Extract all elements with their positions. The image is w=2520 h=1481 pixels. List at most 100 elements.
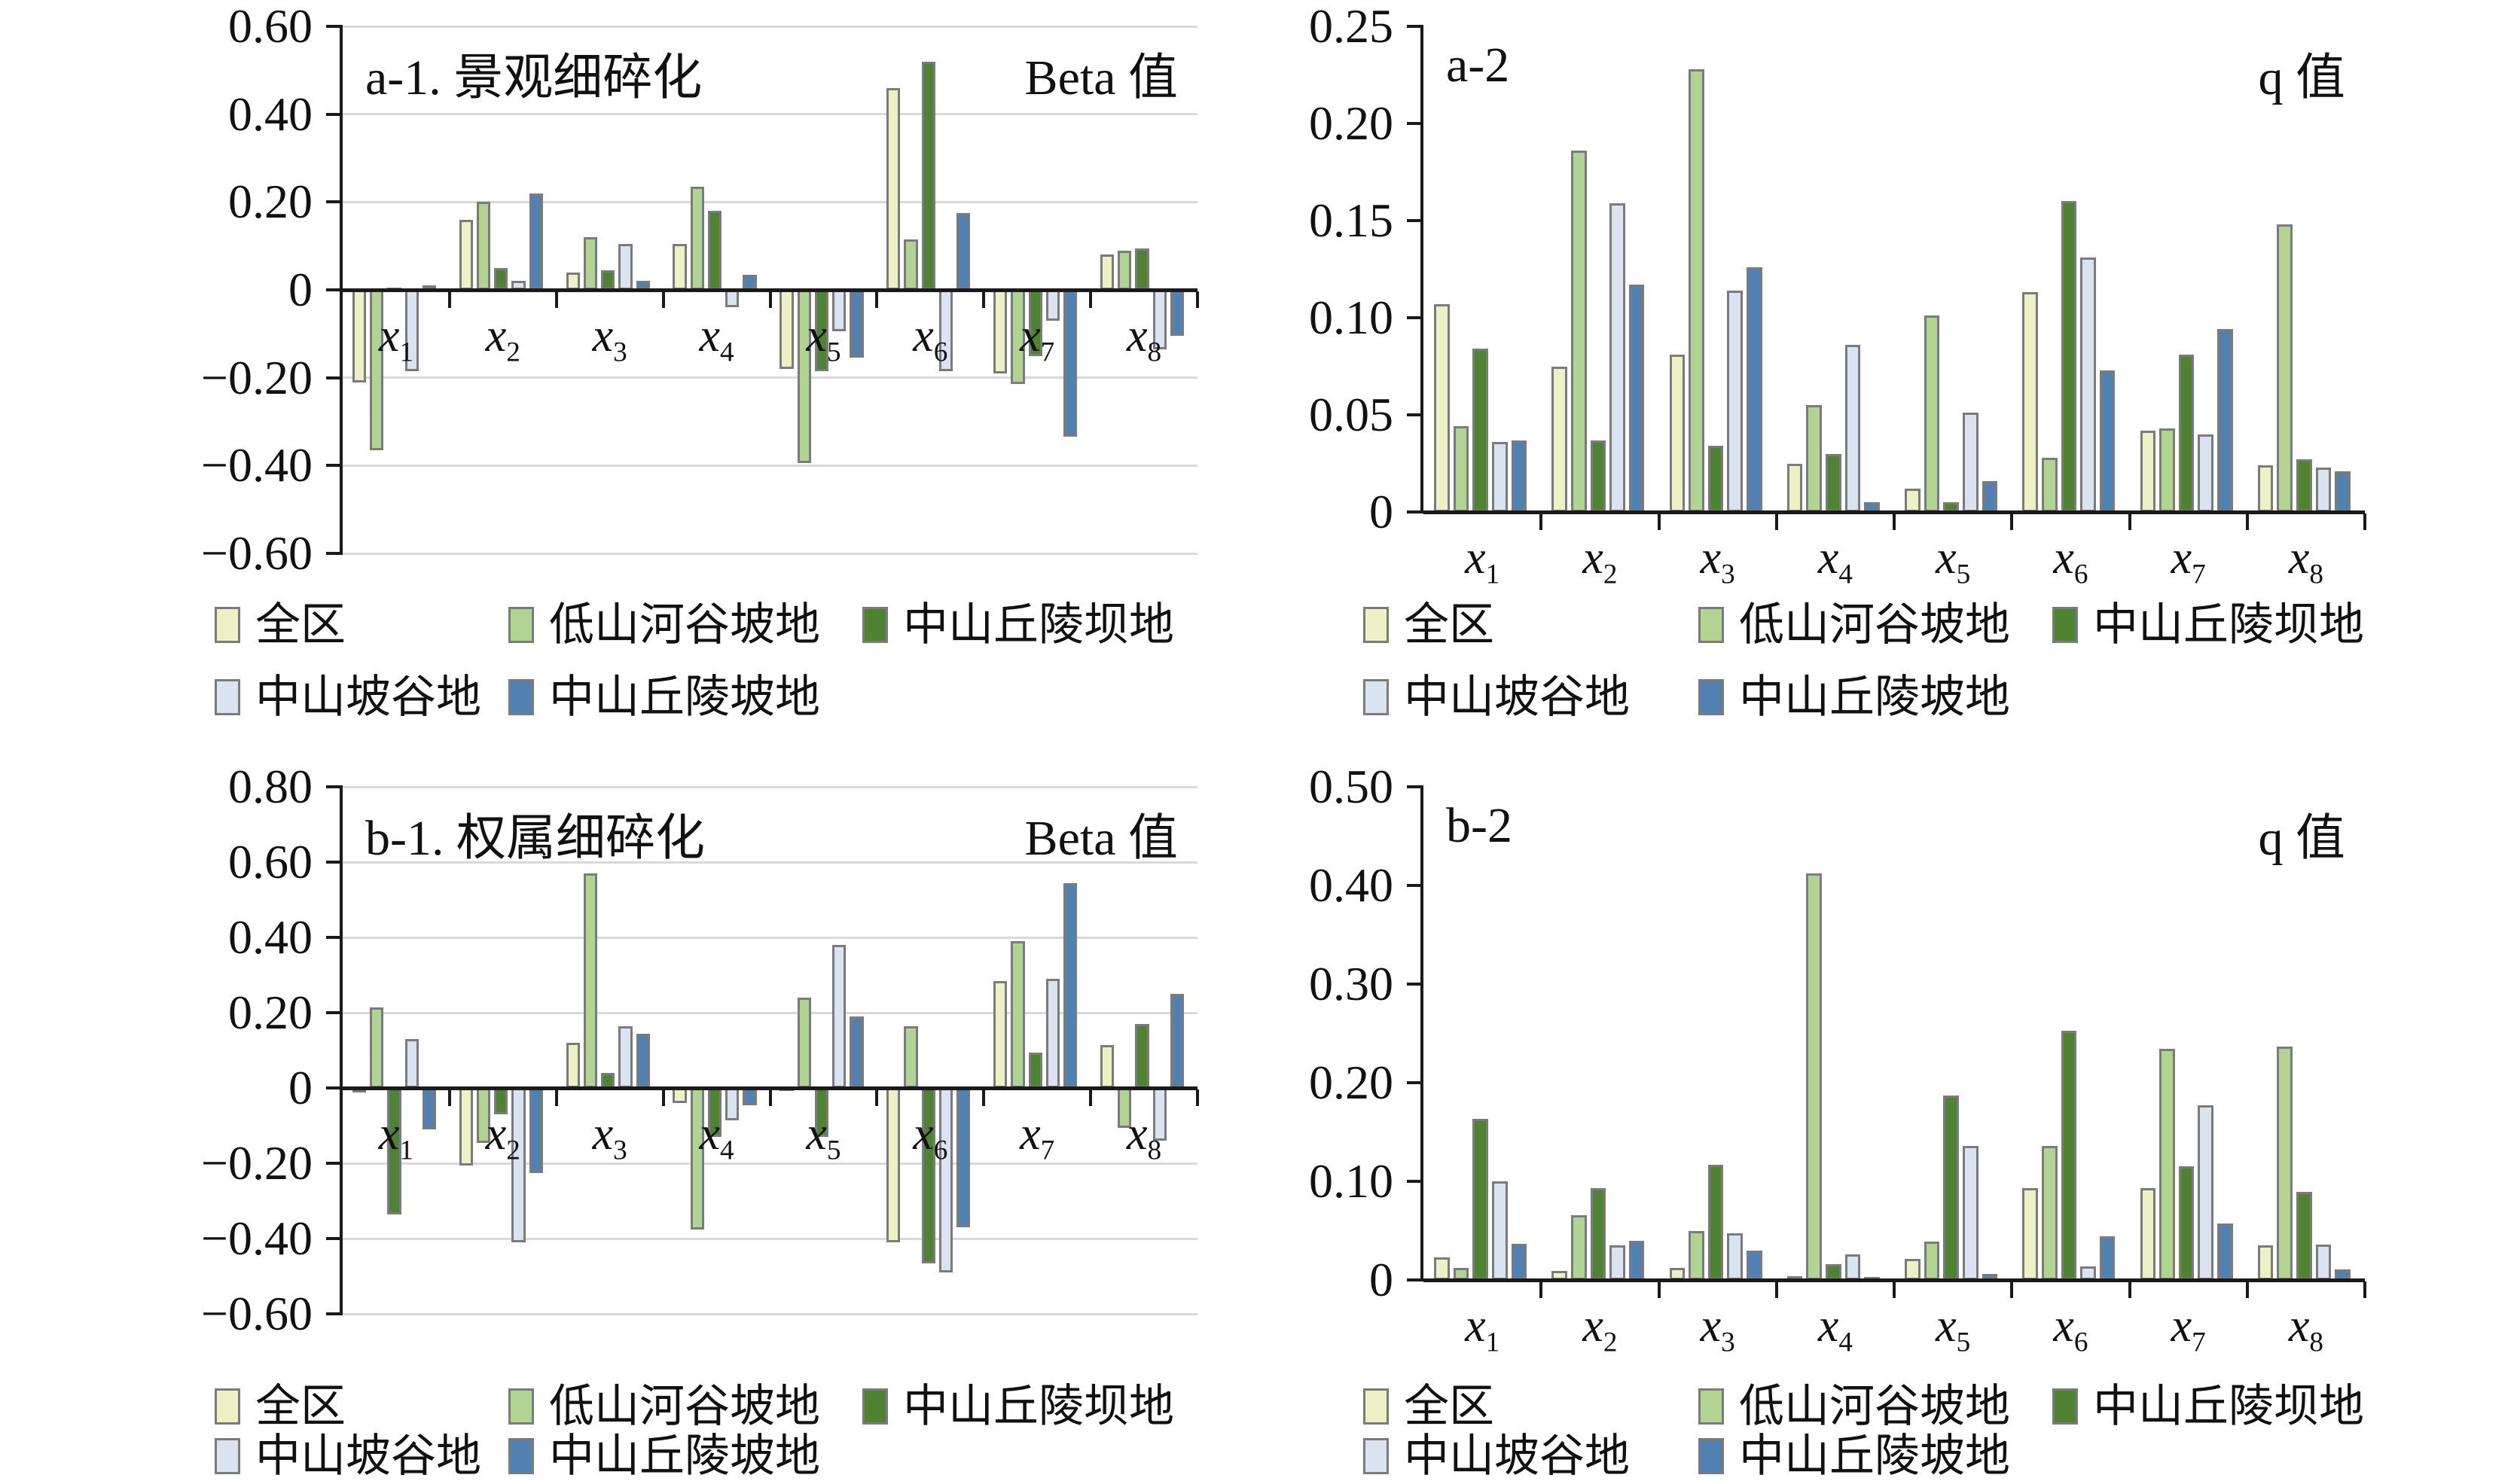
y-tick-label: −0.40 (200, 1211, 313, 1265)
bar-a2-s4-x5 (1982, 480, 1998, 512)
y-axis-tick (1407, 983, 1423, 986)
legend-item-quanqu: 全区 (215, 1381, 508, 1431)
y-tick-label: 0.10 (1309, 291, 1393, 344)
x-category-label: x8 (1127, 1108, 1162, 1166)
chart-a2-title: a-2 (1446, 38, 1510, 93)
y-axis-tick (1407, 1081, 1423, 1084)
chart-a1-plot: a-1. 景观细碎化 Beta 值 0.60 0.40 0.20 0 −0.20 −0.4… (201, 2, 1199, 577)
bar-a1-s0-x2 (459, 219, 473, 290)
bar-a2-s1-x2 (1570, 151, 1587, 512)
bar-a2-s3-x3 (1727, 290, 1744, 512)
x-axis-tick (2245, 1281, 2249, 1298)
legend-row: 中山坡谷地 中山丘陵坡地 (1363, 1431, 2372, 1481)
x-axis-tick (2363, 513, 2366, 530)
x-axis-tick (661, 1089, 665, 1106)
y-axis-tick (1407, 413, 1423, 416)
bar-a1-s1-x2 (476, 202, 491, 290)
bar-b2-s4-x6 (2099, 1236, 2116, 1280)
bar-a2-s3-x4 (1844, 345, 1861, 512)
bar-a1-s2-x6 (921, 61, 935, 290)
legend-label: 中山丘陵坝地 (2093, 1381, 2364, 1431)
legend-label: 全区 (255, 1381, 346, 1431)
x-category-label: x4 (699, 310, 734, 368)
chart-b2-title: b-2 (1446, 798, 1512, 853)
y-tick-label: 0.40 (1309, 858, 1393, 912)
x-category-label: x5 (806, 310, 841, 368)
bar-a2-s3-x8 (2315, 467, 2332, 512)
x-axis-tick (2128, 513, 2131, 530)
legend-row: 全区 低山河谷坡地 中山丘陵坝地 (215, 1382, 1209, 1431)
x-axis-tick (875, 1089, 879, 1106)
bar-b2-s3-x8 (2315, 1244, 2332, 1280)
bar-b2-s3-x1 (1491, 1181, 1508, 1280)
chart-b1-plot: b-1. 权属细碎化 Beta 值 0.80 0.60 0.40 0.20 0 −0.20… (201, 763, 1199, 1338)
bar-b1-s1-x5 (797, 998, 811, 1088)
bar-b2-s1-x3 (1689, 1230, 1704, 1280)
bar-a2-s1-x4 (1806, 405, 1823, 512)
y-axis-tick (326, 1312, 343, 1315)
legend-item-zhongshanqiulingpodi: 中山丘陵坡地 (508, 1432, 862, 1480)
y-tick-label: 0 (288, 263, 313, 316)
x-axis-tick (1774, 513, 1778, 530)
gridline (343, 1312, 1197, 1315)
bar-b2-s4-x3 (1747, 1250, 1762, 1280)
x-category-label: x3 (592, 310, 627, 368)
bar-b2-s3-x7 (2198, 1105, 2214, 1280)
y-axis-tick (326, 861, 343, 864)
bar-b2-s0-x5 (1905, 1259, 1921, 1280)
gridline (343, 200, 1197, 203)
x-axis-tick (768, 1089, 772, 1106)
legend-item-dishanhegupodi: 低山河谷坡地 (508, 601, 862, 649)
y-axis-tick (326, 936, 343, 939)
y-tick-label: −0.20 (200, 350, 313, 404)
bar-a2-s0-x5 (1905, 489, 1921, 512)
bar-b2-s3-x4 (1844, 1254, 1861, 1280)
x-category-label: x8 (2288, 1300, 2323, 1358)
bar-b1-s3-x3 (618, 1025, 633, 1088)
y-axis-line (1420, 785, 1423, 1281)
x-axis-tick (1774, 1281, 1778, 1298)
bar-a1-s0-x4 (673, 243, 687, 290)
bar-b2-s2-x5 (1943, 1096, 1959, 1280)
bar-a2-s2-x8 (2296, 459, 2312, 512)
legend-row: 全区 低山河谷坡地 中山丘陵坝地 (1363, 589, 2372, 661)
y-axis-tick (326, 1011, 343, 1014)
bar-b1-s0-x3 (566, 1043, 580, 1088)
y-axis-tick (1407, 1180, 1423, 1183)
y-tick-label: 0.20 (1309, 1056, 1393, 1109)
y-axis-tick (1407, 510, 1423, 513)
bar-b2-s0-x1 (1434, 1257, 1450, 1280)
y-tick-label: −0.20 (200, 1136, 313, 1190)
legend-label: 低山河谷坡地 (549, 1381, 820, 1431)
chart-b1-title: b-1. 权属细碎化 (365, 811, 705, 866)
legend-item-zhongshanqiulingpodi: 中山丘陵坡地 (1698, 673, 2052, 721)
y-axis-tick (1407, 884, 1423, 887)
x-category-label: x1 (378, 310, 413, 368)
bar-a2-s3-x2 (1609, 203, 1625, 512)
bar-a1-s3-x3 (618, 243, 633, 290)
x-axis-tick (1089, 291, 1093, 308)
bar-b1-s0-x4 (673, 1088, 687, 1103)
chart-b2-plot: b-2 q 值 0.50 0.40 0.30 0.20 0.10 0 x1 x2 x3 x4 x5 x… (1309, 763, 2366, 1356)
bar-b2-s4-x2 (1628, 1240, 1645, 1280)
chart-a1-unit-label: Beta 值 (1024, 50, 1178, 105)
legend-label: 低山河谷坡地 (1739, 1381, 2010, 1431)
y-tick-label: 0 (288, 1061, 313, 1114)
x-axis-tick (554, 291, 558, 308)
bar-a2-s1-x8 (2277, 224, 2293, 512)
legend-item-quanqu: 全区 (1363, 1382, 1698, 1431)
y-axis-tick (326, 25, 343, 28)
chart-a1-title: a-1. 景观细碎化 (365, 50, 703, 105)
y-axis-tick (326, 376, 343, 379)
bar-a2-s0-x7 (2140, 430, 2156, 512)
legend-label: 全区 (255, 599, 346, 650)
bar-a2-s1-x3 (1689, 69, 1704, 512)
bar-b1-s3-x5 (832, 945, 847, 1088)
legend-swatch-quanqu (215, 1388, 240, 1425)
bar-a1-s0-x8 (1100, 254, 1115, 290)
bar-a2-s4-x2 (1628, 285, 1645, 512)
legend-swatch-dishanhegupodi (508, 1388, 534, 1425)
x-category-label: x2 (485, 1108, 520, 1166)
x-category-label: x5 (1936, 1300, 1971, 1358)
